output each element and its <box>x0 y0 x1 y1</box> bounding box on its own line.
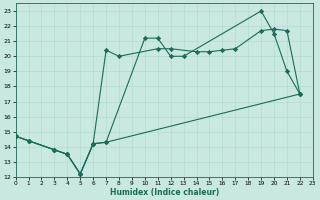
X-axis label: Humidex (Indice chaleur): Humidex (Indice chaleur) <box>109 188 219 197</box>
